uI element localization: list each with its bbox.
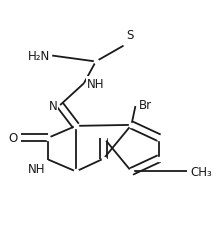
Text: NH: NH: [87, 77, 104, 90]
Text: S: S: [127, 29, 134, 41]
Text: CH₃: CH₃: [190, 165, 212, 178]
Text: N: N: [48, 99, 57, 112]
Text: NH: NH: [28, 162, 45, 175]
Text: Br: Br: [138, 98, 151, 111]
Text: O: O: [8, 132, 17, 145]
Text: H₂N: H₂N: [28, 50, 50, 63]
